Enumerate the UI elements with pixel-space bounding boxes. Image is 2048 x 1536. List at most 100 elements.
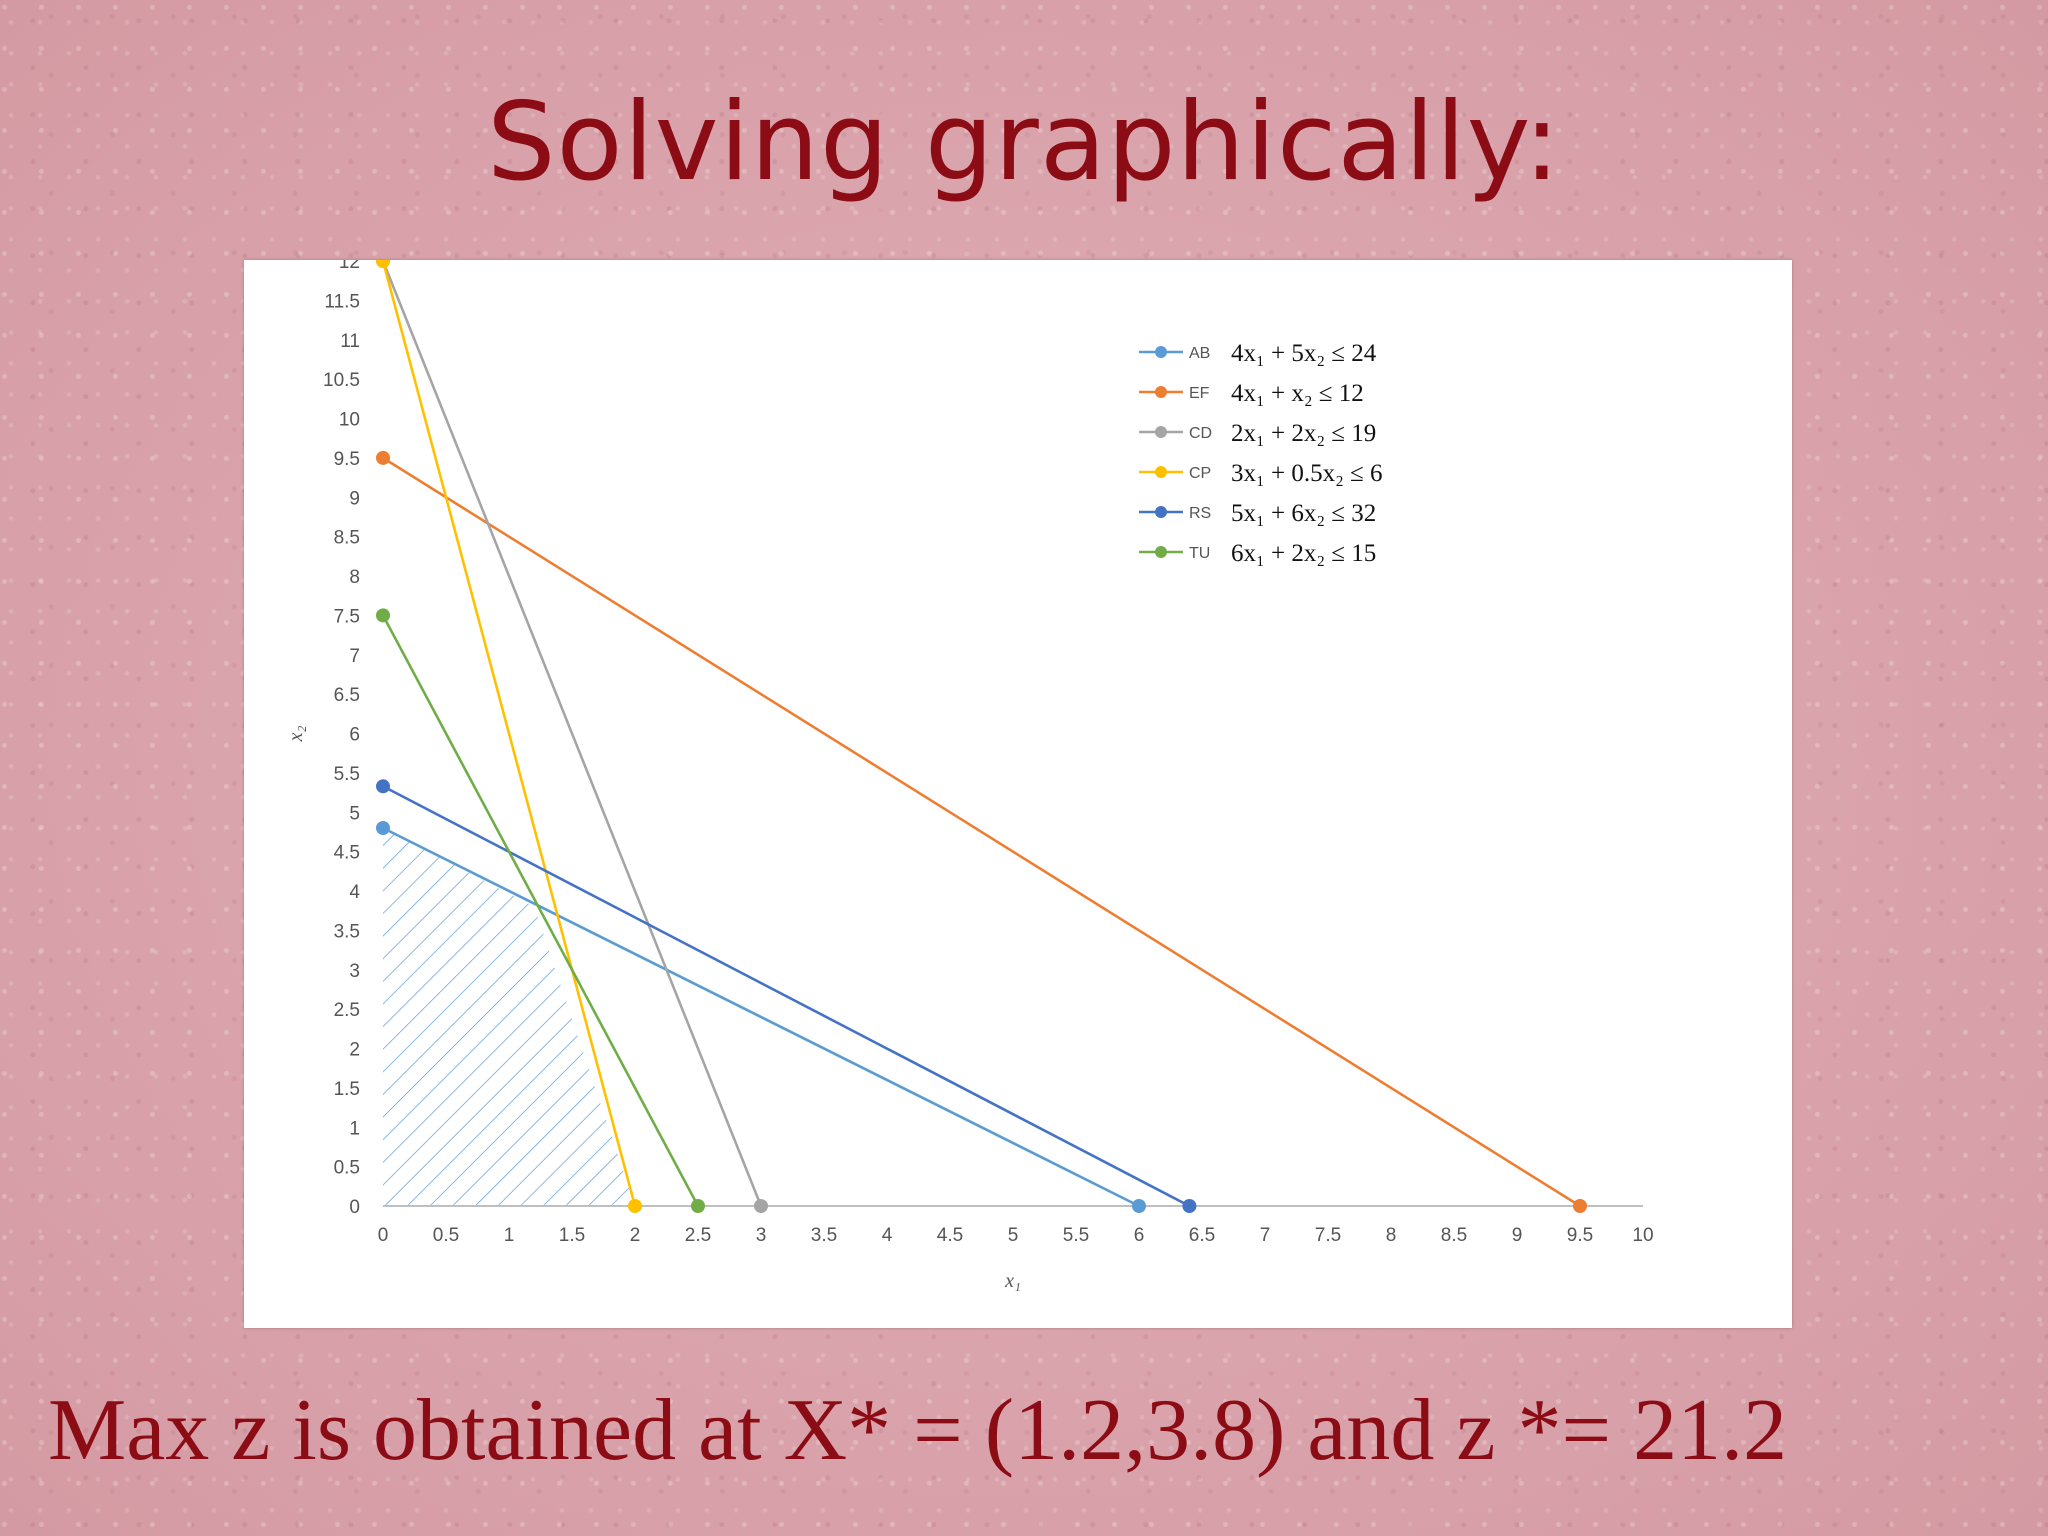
x-tick-label: 9 — [1512, 1225, 1523, 1246]
series-layer — [376, 260, 1587, 1213]
series-point-ef — [1573, 1199, 1587, 1213]
legend-swatch-marker — [1155, 346, 1167, 358]
y-tick-label: 4 — [349, 882, 360, 903]
series-line-rs — [382, 785, 1191, 1208]
series-point-cd — [754, 1199, 768, 1213]
series-line-cp — [381, 260, 637, 1207]
y-tick-label: 5 — [349, 803, 360, 824]
y-tick-label: 12 — [339, 260, 360, 273]
x-tick-label: 7 — [1260, 1225, 1271, 1246]
x-tick-label: 8.5 — [1441, 1225, 1467, 1246]
legend-constraint: 5x₁ + 6x₂ ≤ 32 — [1231, 500, 1376, 527]
series-tu — [376, 608, 705, 1213]
legend-swatch-marker — [1155, 426, 1167, 438]
x-tick-label: 3 — [756, 1225, 767, 1246]
x-tick-label: 6 — [1134, 1225, 1145, 1246]
chart-panel: 0 0.5 1 1.5 2 2.5 3 3.5 4 4.5 5 5.5 6 6.5 7 7.5 8 8.5 9 9.5… — [244, 260, 1792, 1328]
feasible-region — [383, 828, 635, 1206]
x-axis-title: x₁ — [1004, 1270, 1021, 1292]
legend-swatch-marker — [1155, 386, 1167, 398]
legend-swatch-marker — [1155, 546, 1167, 558]
x-tick-label: 2 — [630, 1225, 641, 1246]
series-point-ef — [376, 450, 390, 465]
series-point-tu — [691, 1199, 705, 1213]
x-tick-label: 4 — [882, 1225, 893, 1246]
series-line-cd — [381, 260, 763, 1207]
series-ef — [376, 450, 1587, 1213]
legend-series-name: RS — [1189, 505, 1211, 522]
legend-series-name: EF — [1189, 385, 1210, 402]
series-point-ab — [376, 821, 390, 835]
legend-item-tu: TU 6x₁ + 2x₂ ≤ 15 — [1139, 540, 1376, 567]
x-tick-label: 1 — [504, 1225, 515, 1246]
y-tick-label: 4.5 — [334, 843, 360, 864]
x-tick-label: 9.5 — [1567, 1225, 1593, 1246]
y-axis-title: x₂ — [285, 726, 307, 743]
legend-constraint: 6x₁ + 2x₂ ≤ 15 — [1231, 540, 1376, 567]
y-tick-label: 7 — [349, 646, 360, 667]
x-tick-label: 5 — [1008, 1225, 1019, 1246]
series-point-cp — [628, 1199, 642, 1213]
x-tick-label: 4.5 — [937, 1225, 963, 1246]
series-point-cp — [376, 260, 390, 268]
legend-series-name: TU — [1189, 545, 1210, 562]
y-tick-label: 1.5 — [334, 1079, 360, 1100]
y-tick-label: 7.5 — [334, 606, 360, 627]
y-tick-label: 10.5 — [323, 370, 360, 391]
series-rs — [376, 779, 1197, 1213]
x-tick-label: 3.5 — [811, 1225, 837, 1246]
x-tick-label: 7.5 — [1315, 1225, 1341, 1246]
legend-constraint: 4x₁ + x₂ ≤ 12 — [1231, 380, 1364, 407]
legend-item-rs: RS 5x₁ + 6x₂ ≤ 32 — [1139, 500, 1376, 527]
y-tick-label: 8.5 — [334, 528, 360, 549]
series-point-ab — [1132, 1199, 1146, 1213]
legend-swatch-marker — [1155, 506, 1167, 518]
series-point-rs — [376, 779, 390, 794]
y-tick-label: 2.5 — [334, 1000, 360, 1021]
legend-swatch-marker — [1155, 466, 1167, 478]
legend-series-name: CD — [1189, 425, 1212, 442]
legend-item-ab: AB 4x₁ + 5x₂ ≤ 24 — [1139, 340, 1377, 367]
y-tick-label: 5.5 — [334, 764, 360, 785]
chart-svg: 0 0.5 1 1.5 2 2.5 3 3.5 4 4.5 5 5.5 6 6.5 7 7.5 8 8.5 9 9.5… — [285, 260, 1654, 1292]
legend-series-name: AB — [1189, 345, 1210, 362]
slide-title: Solving graphically: — [486, 80, 1562, 205]
y-tick-label: 8 — [349, 567, 360, 588]
y-tick-label: 3.5 — [334, 921, 360, 942]
series-point-rs — [1182, 1199, 1197, 1213]
series-line-ef — [382, 456, 1581, 1208]
y-tick-label: 9 — [349, 488, 360, 509]
x-tick-label: 10 — [1632, 1225, 1653, 1246]
y-tick-label: 6.5 — [334, 685, 360, 706]
legend-series-name: CP — [1189, 465, 1211, 482]
y-tick-label: 1 — [349, 1118, 360, 1139]
x-tick-label: 1.5 — [559, 1225, 585, 1246]
y-tick-label: 10 — [339, 410, 360, 431]
x-tick-label: 6.5 — [1189, 1225, 1215, 1246]
y-tick-label: 0.5 — [334, 1158, 360, 1179]
legend-constraint: 3x₁ + 0.5x₂ ≤ 6 — [1231, 460, 1383, 487]
legend-item-cp: CP 3x₁ + 0.5x₂ ≤ 6 — [1139, 460, 1383, 487]
axes-layer: 0 0.5 1 1.5 2 2.5 3 3.5 4 4.5 5 5.5 6 6.5 7 7.5 8 8.5 9 9.5… — [285, 260, 1654, 1292]
legend-item-cd: CD 2x₁ + 2x₂ ≤ 19 — [1139, 420, 1376, 447]
result-caption: Max z is obtained at X* = (1.2,3.8) and … — [48, 1382, 1788, 1479]
series-line-ab — [382, 826, 1140, 1208]
x-tick-label: 0.5 — [433, 1225, 459, 1246]
y-tick-label: 6 — [349, 725, 360, 746]
x-tick-label: 0 — [378, 1225, 389, 1246]
y-tick-label: 11.5 — [324, 291, 360, 312]
y-tick-label: 9.5 — [334, 449, 360, 470]
legend-constraint: 4x₁ + 5x₂ ≤ 24 — [1231, 340, 1377, 367]
series-line-tu — [381, 614, 700, 1207]
series-point-tu — [376, 608, 390, 623]
feasible-region-layer — [383, 828, 635, 1206]
x-tick-label: 2.5 — [685, 1225, 711, 1246]
legend-item-ef: EF 4x₁ + x₂ ≤ 12 — [1139, 380, 1364, 407]
y-tick-label: 0 — [349, 1197, 360, 1218]
series-ab — [376, 821, 1146, 1213]
legend-constraint: 2x₁ + 2x₂ ≤ 19 — [1231, 420, 1376, 447]
x-tick-label: 5.5 — [1063, 1225, 1089, 1246]
legend: AB 4x₁ + 5x₂ ≤ 24 EF 4x₁ + x₂ ≤ 12 CD 2x₁ + 2… — [1139, 340, 1383, 567]
x-tick-label: 8 — [1386, 1225, 1397, 1246]
series-cp — [376, 260, 642, 1213]
